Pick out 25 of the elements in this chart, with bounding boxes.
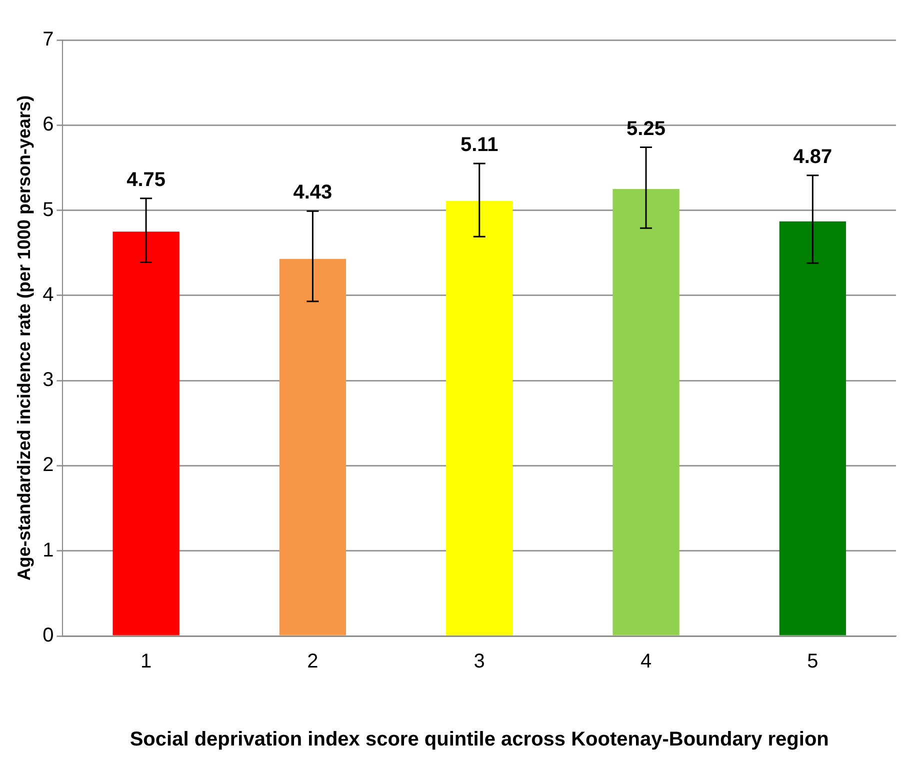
- y-tick-label: 3: [42, 369, 54, 392]
- y-tick-label: 6: [42, 114, 54, 136]
- x-tick-label: 1: [140, 650, 152, 673]
- bar: [612, 189, 680, 636]
- bar: [112, 232, 180, 636]
- x-tick-label: 3: [474, 650, 485, 673]
- x-tick-label: 5: [807, 650, 818, 673]
- data-label: 5.11: [460, 134, 498, 156]
- data-label: 4.75: [126, 168, 166, 191]
- y-tick-label: 2: [42, 454, 54, 476]
- y-tick-label: 4: [42, 284, 54, 306]
- bar: [446, 200, 513, 636]
- x-tick-label: 4: [640, 650, 652, 673]
- bar: [279, 258, 346, 636]
- data-label: 4.43: [293, 182, 332, 204]
- data-label: 4.87: [793, 146, 832, 168]
- y-axis-title: Age-standardized incidence rate (per 1000 person-years): [14, 95, 34, 581]
- x-axis-title: Social deprivation index score quintile across Kootenay-Boundary region: [130, 728, 829, 751]
- bar: [779, 221, 846, 636]
- y-tick-label: 5: [42, 198, 54, 221]
- x-tick-label: 2: [307, 650, 318, 673]
- y-tick-label: 1: [42, 539, 54, 562]
- y-tick-label: 0: [42, 624, 54, 647]
- data-label: 5.25: [626, 118, 666, 140]
- y-tick-label: 7: [42, 28, 54, 51]
